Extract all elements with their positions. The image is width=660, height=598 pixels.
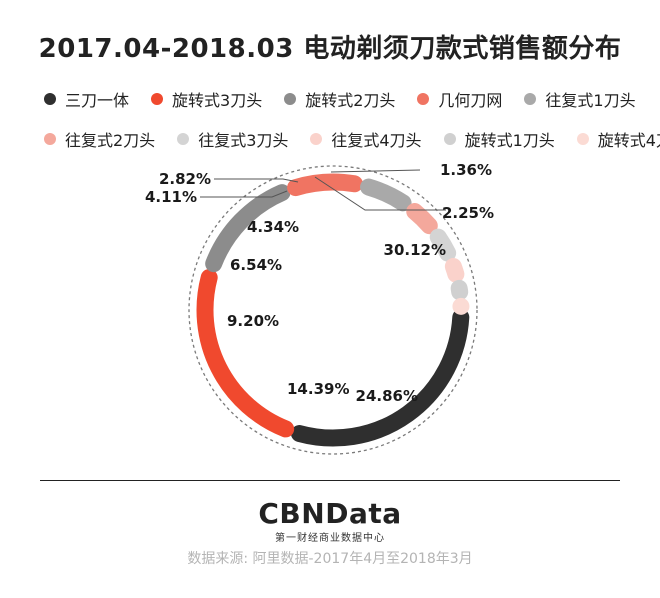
brand-tagline: 第一财经商业数据中心 <box>275 533 385 544</box>
footer-divider <box>40 480 620 481</box>
legend-label: 旋转式1刀头 <box>464 131 555 150</box>
leader-line <box>214 178 299 183</box>
legend-label: 几何刀网 <box>438 91 503 110</box>
slice-value-label: 1.36% <box>440 161 492 179</box>
legend-item-reciprocating-1-head: 往复式1刀头 <box>524 84 636 114</box>
legend-item-sandao-yiti: 三刀一体 <box>44 84 129 114</box>
slice-value-label: 4.11% <box>145 188 197 206</box>
slice-value-label: 6.54% <box>230 256 282 274</box>
brand-logo: CBNData <box>258 497 402 530</box>
slice-value-label: 2.25% <box>442 204 494 222</box>
legend-swatch-icon <box>443 133 456 145</box>
legend-swatch-icon <box>177 133 190 145</box>
legend: 三刀一体 旋转式3刀头 旋转式2刀头 几何刀网 往复式1刀头 往复式2刀头 往复… <box>44 84 660 164</box>
legend-label: 往复式1刀头 <box>545 91 636 110</box>
slice-value-label: 9.20% <box>227 312 279 330</box>
legend-item-rotary-4-head: 旋转式4刀头 <box>576 124 660 154</box>
legend-label: 往复式2刀头 <box>65 131 156 150</box>
legend-item-reciprocating-4-head: 往复式4刀头 <box>310 124 422 154</box>
legend-swatch-icon <box>44 93 56 105</box>
legend-label: 往复式4刀头 <box>331 131 422 150</box>
donut-slice <box>360 178 412 212</box>
legend-item-reciprocating-3-head: 往复式3刀头 <box>177 124 288 154</box>
slice-value-label: 4.34% <box>247 218 299 236</box>
legend-swatch-icon <box>151 93 164 105</box>
legend-label: 往复式3刀头 <box>198 131 289 150</box>
legend-row-2: 往复式2刀头 往复式3刀头 往复式4刀头 旋转式1刀头 旋转式4刀头 <box>44 124 660 154</box>
leader-line <box>200 190 288 198</box>
leader-line <box>330 169 421 173</box>
donut-slice <box>450 279 469 301</box>
outer-dashed-ring <box>188 165 478 455</box>
legend-row-1: 三刀一体 旋转式3刀头 旋转式2刀头 几何刀网 往复式1刀头 <box>44 84 644 114</box>
donut-arcs <box>196 173 470 447</box>
donut-slice <box>429 228 457 262</box>
legend-item-geometric-foil: 几何刀网 <box>417 84 502 114</box>
legend-item-rotary-2-head: 旋转式2刀头 <box>284 84 395 114</box>
legend-swatch-icon <box>576 133 589 145</box>
legend-swatch-icon <box>310 133 323 145</box>
slice-value-label: 14.39% <box>287 380 349 398</box>
legend-label: 三刀一体 <box>65 91 130 110</box>
chart-title: 2017.04-2018.03 电动剃须刀款式销售额分布 <box>38 34 622 64</box>
legend-label: 旋转式3刀头 <box>172 91 263 110</box>
donut-slice <box>287 173 363 197</box>
data-source: 数据来源: 阿里数据-2017年4月至2018年3月 <box>187 551 473 567</box>
donut-slice <box>196 269 295 438</box>
donut-slice <box>290 308 470 447</box>
legend-swatch-icon <box>44 133 56 145</box>
legend-swatch-icon <box>284 93 297 105</box>
value-labels: 30.12%24.86%14.39%9.20%6.54%4.34%4.11%2.… <box>145 161 494 405</box>
leader-line <box>314 176 446 211</box>
donut-slice <box>406 202 438 235</box>
leader-lines <box>200 169 446 211</box>
legend-item-rotary-3-head: 旋转式3刀头 <box>151 84 262 114</box>
slice-value-label: 30.12% <box>384 241 446 259</box>
legend-swatch-icon <box>524 93 537 105</box>
legend-swatch-icon <box>417 93 430 105</box>
donut-chart: 30.12%24.86%14.39%9.20%6.54%4.34%4.11%2.… <box>145 161 494 455</box>
donut-slice <box>444 257 465 283</box>
slice-value-label: 2.82% <box>159 170 211 188</box>
legend-item-rotary-1-head: 旋转式1刀头 <box>443 124 555 154</box>
legend-label: 旋转式4刀头 <box>597 131 660 150</box>
legend-label: 旋转式2刀头 <box>305 91 396 110</box>
legend-item-reciprocating-2-head: 往复式2刀头 <box>44 124 155 154</box>
slice-value-label: 24.86% <box>356 387 418 405</box>
